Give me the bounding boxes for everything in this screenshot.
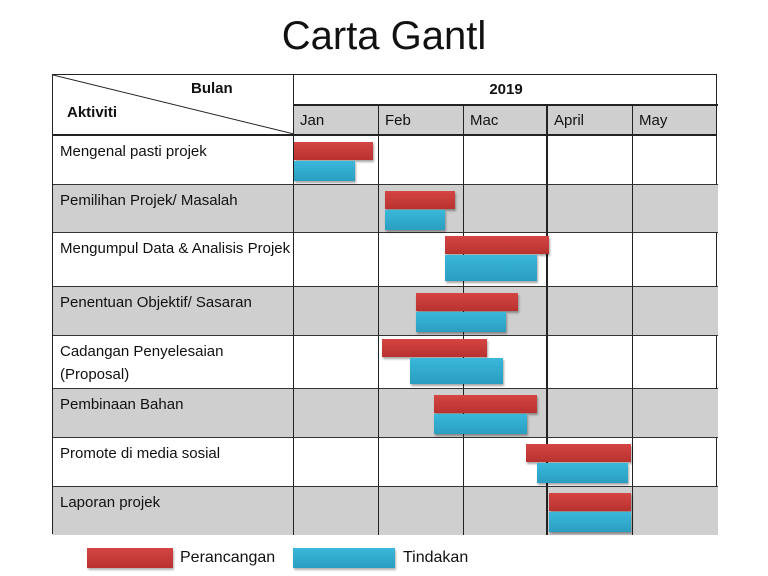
month-cell <box>548 389 633 438</box>
month-cell <box>548 136 633 185</box>
column-header-label: Bulan <box>191 80 233 97</box>
month-cell <box>464 233 548 287</box>
month-cell <box>294 389 379 438</box>
year-header: 2019 <box>294 75 718 106</box>
legend-swatch-planning <box>87 548 173 568</box>
month-cell <box>633 487 718 535</box>
activity-label: Pemilihan Projek/ Masalah <box>53 185 294 233</box>
month-cell <box>464 438 548 487</box>
month-header-feb: Feb <box>379 106 464 136</box>
diagonal-divider <box>53 75 294 135</box>
action-bar <box>384 210 446 230</box>
month-cell <box>633 438 718 487</box>
month-header-may: May <box>633 106 716 136</box>
month-cell <box>633 287 718 336</box>
legend-swatch-action <box>293 548 395 568</box>
action-bar <box>434 414 527 434</box>
month-header-mac: Mac <box>464 106 548 136</box>
month-cell <box>633 336 718 389</box>
month-cell <box>294 233 379 287</box>
legend: Perancangan Tindakan <box>0 546 768 570</box>
activity-label: Mengenal pasti projek <box>53 136 294 185</box>
month-cell <box>379 136 464 185</box>
month-cell <box>633 233 718 287</box>
legend-label-action: Tindakan <box>403 549 469 566</box>
month-cell <box>294 185 379 233</box>
activity-label: Penentuan Objektif/ Sasaran <box>53 287 294 336</box>
planning-bar <box>294 142 374 160</box>
month-cell <box>548 438 633 487</box>
planning-bar <box>549 493 631 511</box>
month-cell <box>294 336 379 389</box>
legend-label-planning: Perancangan <box>180 549 276 566</box>
planning-bar <box>415 293 519 311</box>
month-cell <box>464 136 548 185</box>
action-bar <box>410 358 504 384</box>
month-cell <box>464 487 548 535</box>
action-bar <box>549 512 631 532</box>
activity-label: Laporan projek <box>53 487 294 535</box>
planning-bar <box>382 339 487 357</box>
month-cell <box>633 185 718 233</box>
header-corner: Bulan Aktiviti <box>53 75 294 136</box>
planning-bar <box>526 444 631 462</box>
month-cell <box>548 185 633 233</box>
month-cell <box>464 185 548 233</box>
month-cell <box>548 233 633 287</box>
activity-label: Mengumpul Data & Analisis Projek <box>53 233 294 287</box>
activity-label: Pembinaan Bahan <box>53 389 294 438</box>
month-cell <box>294 487 379 535</box>
action-bar <box>415 312 507 332</box>
month-cell <box>633 136 718 185</box>
month-cell <box>294 136 379 185</box>
month-header-april: April <box>548 106 633 136</box>
gantt-table: Bulan Aktiviti 2019 Jan Feb Mac April Ma… <box>52 74 718 535</box>
month-header-jan: Jan <box>294 106 379 136</box>
month-cell <box>379 487 464 535</box>
action-bar <box>537 463 629 483</box>
month-cell <box>294 287 379 336</box>
activity-label: Cadangan Penyelesaian (Proposal) <box>53 336 294 389</box>
month-cell <box>379 438 464 487</box>
month-cell <box>548 336 633 389</box>
month-cell <box>548 287 633 336</box>
chart-title: Carta Gantl <box>281 14 487 58</box>
row-header-label: Aktiviti <box>67 104 118 121</box>
planning-bar <box>445 236 549 254</box>
month-cell <box>294 438 379 487</box>
planning-bar <box>384 191 456 209</box>
planning-bar <box>434 395 538 413</box>
month-cell <box>464 336 548 389</box>
action-bar <box>445 255 538 281</box>
month-cell <box>633 389 718 438</box>
action-bar <box>294 161 356 181</box>
activity-label: Promote di media sosial <box>53 438 294 487</box>
